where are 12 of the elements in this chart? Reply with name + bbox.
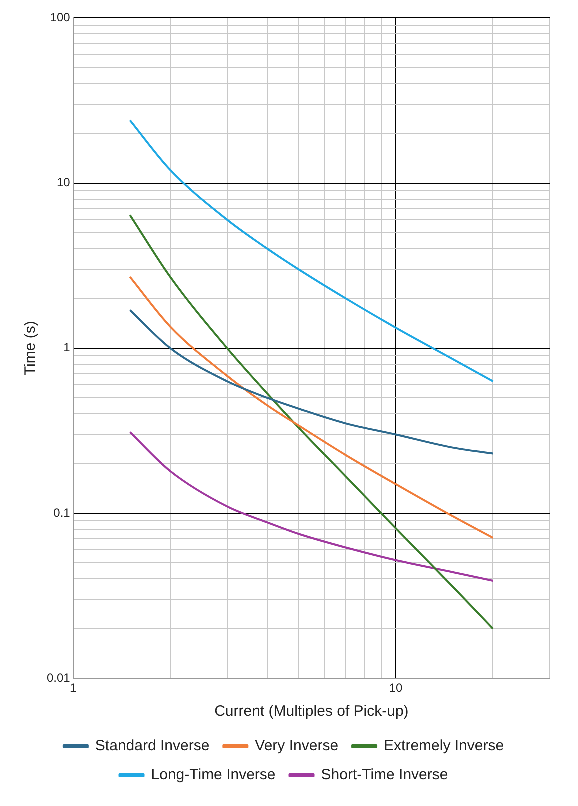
legend-label: Standard Inverse <box>95 738 210 755</box>
legend-label: Very Inverse <box>255 738 339 755</box>
x-axis-title: Current (Multiples of Pick-up) <box>214 703 409 720</box>
legend-label: Long-Time Inverse <box>151 766 276 784</box>
y-tick-label: 0.1 <box>54 506 71 520</box>
y-tick-label: 10 <box>56 176 71 190</box>
legend-label: Short-Time Inverse <box>321 766 448 784</box>
y-axis-title: Time (s) <box>22 321 40 376</box>
legend-label: Extremely Inverse <box>384 738 504 755</box>
y-tick-label: 1 <box>64 340 71 355</box>
y-tick-label: 0.01 <box>46 670 71 685</box>
y-tick-label: 100 <box>50 10 71 25</box>
